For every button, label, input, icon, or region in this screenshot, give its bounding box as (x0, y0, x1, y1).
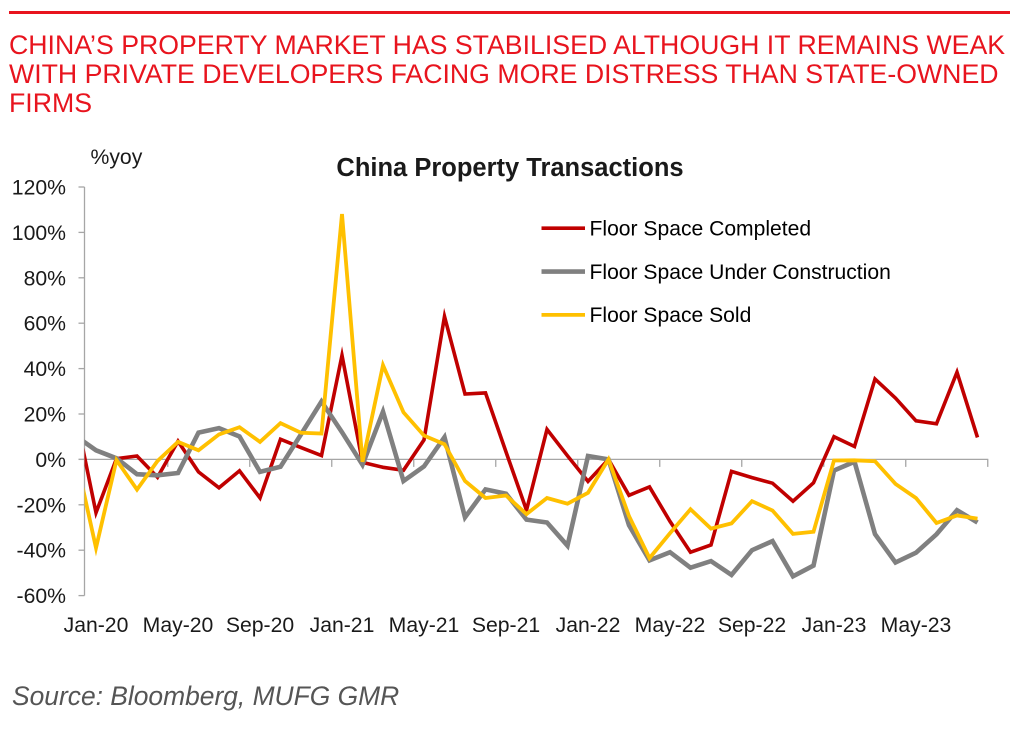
svg-text:Jan-20: Jan-20 (64, 614, 129, 637)
svg-text:-20%: -20% (17, 494, 67, 517)
svg-text:40%: 40% (24, 358, 67, 381)
svg-text:0%: 0% (35, 449, 66, 472)
svg-text:May-20: May-20 (143, 614, 214, 637)
svg-text:100%: 100% (12, 222, 66, 245)
svg-text:Jan-22: Jan-22 (556, 614, 621, 637)
svg-text:80%: 80% (24, 267, 67, 290)
svg-text:%yoy: %yoy (91, 146, 143, 169)
svg-text:May-21: May-21 (389, 614, 460, 637)
svg-text:-60%: -60% (17, 585, 67, 608)
svg-text:China Property Transactions: China Property Transactions (336, 154, 683, 182)
svg-text:Floor Space Completed: Floor Space Completed (590, 218, 812, 241)
svg-text:May-22: May-22 (635, 614, 706, 637)
svg-text:Sep-20: Sep-20 (226, 614, 294, 637)
svg-text:Floor Space Under Construction: Floor Space Under Construction (590, 261, 891, 284)
svg-text:60%: 60% (24, 313, 67, 336)
svg-text:Jan-21: Jan-21 (310, 614, 375, 637)
svg-text:May-23: May-23 (881, 614, 952, 637)
svg-text:Jan-23: Jan-23 (802, 614, 867, 637)
svg-text:Floor Space Sold: Floor Space Sold (590, 304, 752, 327)
svg-text:Sep-21: Sep-21 (472, 614, 540, 637)
svg-text:20%: 20% (24, 404, 67, 427)
svg-text:120%: 120% (12, 177, 66, 200)
svg-text:-40%: -40% (17, 540, 67, 563)
svg-text:Sep-22: Sep-22 (718, 614, 786, 637)
